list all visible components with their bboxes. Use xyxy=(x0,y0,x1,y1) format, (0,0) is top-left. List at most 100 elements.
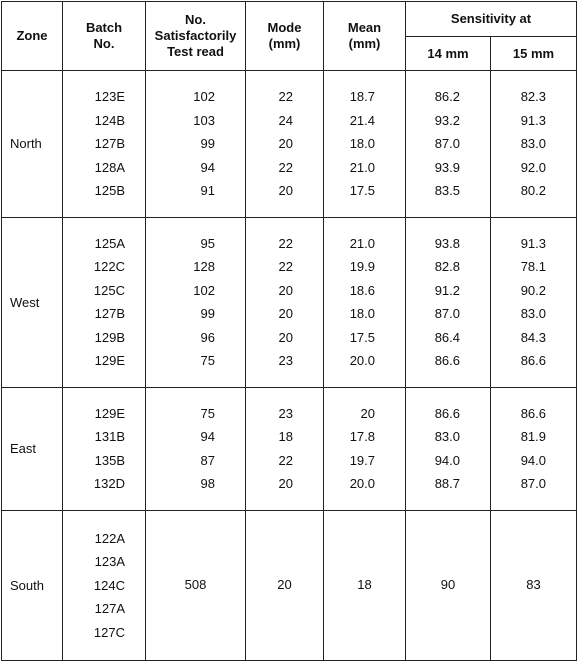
sens-14-cell: 83.5 xyxy=(434,183,460,198)
zone-group: West 125A 122C 125C 127B 129B 129E 95 128 102 99 96… xyxy=(1,216,578,388)
sens-15-cell: 78.1 xyxy=(520,259,547,274)
mean-column: 20 17.8 19.7 20.0 xyxy=(323,386,406,511)
batch-cell: 124C xyxy=(93,577,125,593)
sens-15-cell: 81.9 xyxy=(520,429,547,444)
sens-14-cell: 86.6 xyxy=(434,353,460,368)
count-cell: 98 xyxy=(200,476,215,491)
sens-15-cell: 86.6 xyxy=(520,353,547,368)
count-column: 95 128 102 99 96 75 xyxy=(145,216,246,388)
count-cell: 91 xyxy=(200,183,215,198)
mean-cell: 18.7 xyxy=(349,89,375,104)
sens-14-cell: 93.8 xyxy=(434,235,460,251)
batch-cell: 127C xyxy=(93,624,125,640)
sens-15-cell: 91.3 xyxy=(520,235,547,251)
mean-cell: 18.0 xyxy=(349,136,375,151)
batch-cell: 124B xyxy=(94,112,125,128)
batch-cell: 127B xyxy=(94,306,125,321)
mean-cell: 20 xyxy=(360,405,375,421)
mean-cell: 20.0 xyxy=(349,476,375,491)
sens-15-cell: 94.0 xyxy=(520,452,547,468)
batch-column: 122A 123A 124C 127A 127C xyxy=(62,509,146,661)
mode-cell: 24 xyxy=(278,112,293,128)
sens-14-cell: 93.9 xyxy=(434,159,460,175)
sens-14-cell: 90 xyxy=(405,509,491,661)
batch-cell: 125A xyxy=(94,235,125,251)
header-zone: Zone xyxy=(1,1,63,71)
count-cell: 96 xyxy=(200,329,215,345)
count-cell: 99 xyxy=(200,136,215,151)
sens-14-column: 86.2 93.2 87.0 93.9 83.5 xyxy=(405,70,491,218)
mean-cell: 20.0 xyxy=(349,353,375,368)
zone-cell: South xyxy=(1,509,63,661)
count-cell: 94 xyxy=(200,159,215,175)
mean-cell: 17.5 xyxy=(349,183,375,198)
mode-cell: 22 xyxy=(278,159,293,175)
mode-cell: 20 xyxy=(278,306,293,321)
sens-15-column: 82.3 91.3 83.0 92.0 80.2 xyxy=(489,70,578,218)
sens-15-cell: 90.2 xyxy=(520,282,547,298)
sens-15-cell: 84.3 xyxy=(520,329,547,345)
sens-15-column: 86.6 81.9 94.0 87.0 xyxy=(489,386,578,511)
count-cell: 102 xyxy=(193,282,215,298)
sens-14-cell: 86.4 xyxy=(434,329,460,345)
mode-cell: 20 xyxy=(278,282,293,298)
header-sensitivity: Sensitivity at xyxy=(404,1,578,37)
count-column: 102 103 99 94 91 xyxy=(145,70,246,218)
mean-column: 18.7 21.4 18.0 21.0 17.5 xyxy=(323,70,406,218)
mode-cell: 18 xyxy=(278,429,293,444)
mean-cell: 21.0 xyxy=(349,235,375,251)
sens-15-cell: 83.0 xyxy=(520,306,547,321)
mode-cell: 20 xyxy=(278,329,293,345)
header-mode: Mode (mm) xyxy=(245,1,324,71)
batch-cell: 129E xyxy=(94,353,125,368)
sens-14-cell: 86.2 xyxy=(434,89,460,104)
sens-14-cell: 91.2 xyxy=(434,282,460,298)
mean-cell: 18.6 xyxy=(349,282,375,298)
sens-15-cell: 86.6 xyxy=(520,405,547,421)
header-14mm: 14 mm xyxy=(405,36,491,71)
count-column: 75 94 87 98 xyxy=(145,386,246,511)
header-count: No. Satisfactorily Test read xyxy=(145,1,246,71)
sens-14-cell: 87.0 xyxy=(434,136,460,151)
sens-14-cell: 87.0 xyxy=(434,306,460,321)
sens-15-cell: 80.2 xyxy=(520,183,547,198)
sens-14-cell: 83.0 xyxy=(434,429,460,444)
zone-cell: West xyxy=(1,216,63,388)
mode-cell: 22 xyxy=(278,259,293,274)
zone-cell: North xyxy=(1,70,63,218)
count-cell: 95 xyxy=(200,235,215,251)
batch-cell: 125C xyxy=(93,282,125,298)
sens-14-column: 93.8 82.8 91.2 87.0 86.4 86.6 xyxy=(405,216,491,388)
mode-column: 23 18 22 20 xyxy=(245,386,324,511)
count-cell: 75 xyxy=(200,353,215,368)
mode-column: 22 24 20 22 20 xyxy=(245,70,324,218)
mean-cell: 17.5 xyxy=(349,329,375,345)
mode-cell: 23 xyxy=(278,353,293,368)
batch-cell: 132D xyxy=(93,476,125,491)
batch-cell: 122A xyxy=(94,530,125,546)
batch-cell: 131B xyxy=(94,429,125,444)
count-cell: 128 xyxy=(193,259,215,274)
mean-cell: 19.7 xyxy=(349,452,375,468)
sens-15-cell: 82.3 xyxy=(520,89,547,104)
count-cell: 508 xyxy=(145,509,246,661)
count-cell: 75 xyxy=(200,405,215,421)
sens-15-cell: 87.0 xyxy=(520,476,547,491)
batch-cell: 125B xyxy=(94,183,125,198)
sens-15-cell: 92.0 xyxy=(520,159,547,175)
mode-cell: 23 xyxy=(278,405,293,421)
mode-cell: 20 xyxy=(245,509,324,661)
count-cell: 94 xyxy=(200,429,215,444)
mode-cell: 22 xyxy=(278,452,293,468)
count-cell: 102 xyxy=(193,89,215,104)
mean-cell: 19.9 xyxy=(349,259,375,274)
batch-cell: 129E xyxy=(94,405,125,421)
sens-14-cell: 88.7 xyxy=(434,476,460,491)
batch-cell: 123A xyxy=(94,554,125,569)
sens-14-cell: 86.6 xyxy=(434,405,460,421)
mean-cell: 18 xyxy=(323,509,406,661)
sens-14-column: 86.6 83.0 94.0 88.7 xyxy=(405,386,491,511)
sens-14-cell: 82.8 xyxy=(434,259,460,274)
mean-cell: 21.4 xyxy=(349,112,375,128)
